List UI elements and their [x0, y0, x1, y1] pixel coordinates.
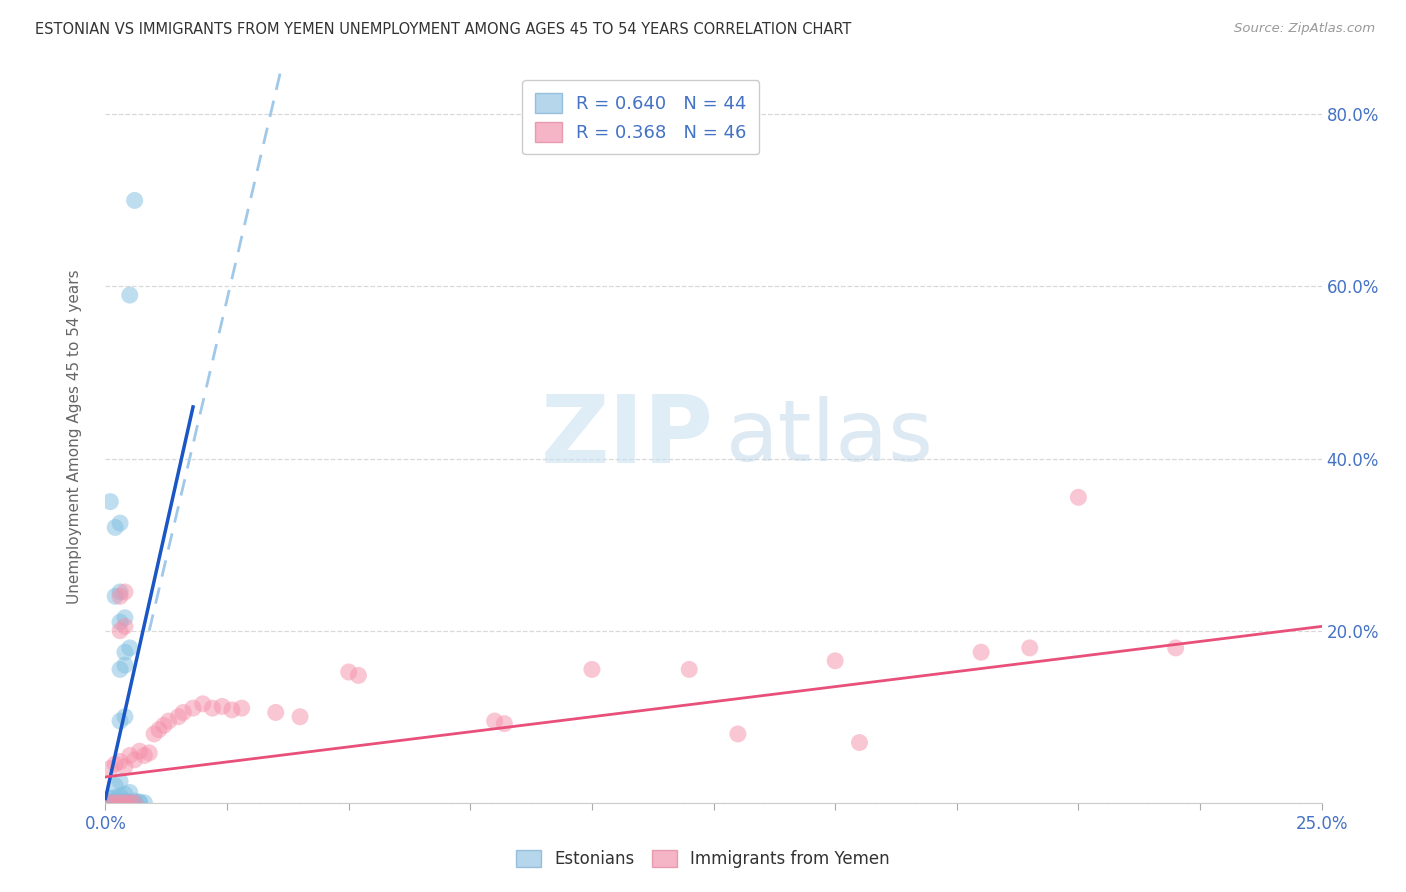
Point	[104, 589, 127, 603]
Point	[167, 710, 190, 724]
Point	[221, 703, 243, 717]
Point	[118, 288, 141, 302]
Point	[970, 645, 993, 659]
Point	[114, 794, 136, 808]
Legend: R = 0.640   N = 44, R = 0.368   N = 46: R = 0.640 N = 44, R = 0.368 N = 46	[522, 80, 759, 154]
Point	[337, 665, 360, 679]
Point	[114, 796, 136, 810]
Point	[484, 714, 506, 728]
Point	[108, 589, 131, 603]
Point	[128, 796, 150, 810]
Point	[114, 658, 136, 673]
Point	[118, 640, 141, 655]
Text: Source: ZipAtlas.com: Source: ZipAtlas.com	[1234, 22, 1375, 36]
Point	[104, 796, 127, 810]
Point	[104, 520, 127, 534]
Point	[347, 668, 370, 682]
Point	[581, 662, 603, 676]
Point	[727, 727, 749, 741]
Point	[124, 796, 146, 810]
Point	[108, 624, 131, 638]
Text: ESTONIAN VS IMMIGRANTS FROM YEMEN UNEMPLOYMENT AMONG AGES 45 TO 54 YEARS CORRELA: ESTONIAN VS IMMIGRANTS FROM YEMEN UNEMPL…	[35, 22, 852, 37]
Point	[98, 796, 121, 810]
Text: ZIP: ZIP	[541, 391, 713, 483]
Point	[848, 735, 870, 749]
Point	[143, 727, 166, 741]
Point	[114, 759, 136, 773]
Y-axis label: Unemployment Among Ages 45 to 54 years: Unemployment Among Ages 45 to 54 years	[67, 269, 82, 605]
Point	[108, 516, 131, 530]
Point	[108, 714, 131, 728]
Legend: Estonians, Immigrants from Yemen: Estonians, Immigrants from Yemen	[510, 843, 896, 875]
Point	[98, 795, 121, 809]
Point	[108, 796, 131, 810]
Point	[134, 796, 156, 810]
Point	[172, 706, 194, 720]
Point	[118, 796, 141, 810]
Point	[108, 789, 131, 803]
Point	[124, 796, 146, 810]
Point	[98, 796, 121, 810]
Point	[108, 755, 131, 769]
Point	[264, 706, 287, 720]
Point	[104, 796, 127, 810]
Point	[1067, 491, 1090, 505]
Point	[138, 746, 160, 760]
Point	[134, 748, 156, 763]
Point	[104, 790, 127, 805]
Point	[1164, 640, 1187, 655]
Text: atlas: atlas	[725, 395, 934, 479]
Point	[104, 794, 127, 808]
Point	[824, 654, 846, 668]
Point	[114, 710, 136, 724]
Point	[494, 716, 516, 731]
Point	[104, 757, 127, 772]
Point	[114, 645, 136, 659]
Point	[108, 796, 131, 810]
Point	[114, 796, 136, 810]
Point	[118, 796, 141, 810]
Point	[108, 615, 131, 629]
Point	[98, 494, 121, 508]
Point	[104, 796, 127, 810]
Point	[201, 701, 224, 715]
Point	[191, 697, 214, 711]
Point	[104, 796, 127, 810]
Point	[114, 787, 136, 801]
Point	[678, 662, 700, 676]
Point	[124, 794, 146, 808]
Point	[98, 791, 121, 805]
Point	[114, 619, 136, 633]
Point	[98, 796, 121, 810]
Point	[114, 611, 136, 625]
Point	[108, 774, 131, 789]
Point	[288, 710, 311, 724]
Point	[118, 748, 141, 763]
Point	[114, 585, 136, 599]
Point	[128, 744, 150, 758]
Point	[108, 662, 131, 676]
Point	[181, 701, 204, 715]
Point	[108, 585, 131, 599]
Point	[148, 723, 170, 737]
Point	[128, 795, 150, 809]
Point	[108, 795, 131, 809]
Point	[98, 761, 121, 775]
Point	[153, 718, 176, 732]
Point	[98, 796, 121, 810]
Point	[118, 795, 141, 809]
Point	[118, 785, 141, 799]
Point	[211, 699, 233, 714]
Point	[1018, 640, 1040, 655]
Point	[104, 796, 127, 810]
Point	[98, 796, 121, 810]
Point	[124, 753, 146, 767]
Point	[231, 701, 253, 715]
Point	[124, 194, 146, 208]
Point	[157, 714, 180, 728]
Point	[104, 779, 127, 793]
